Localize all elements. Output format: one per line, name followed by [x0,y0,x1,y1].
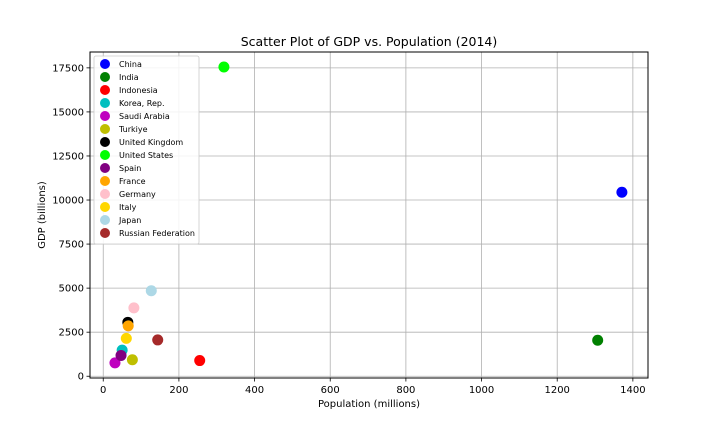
y-tick-label: 2500 [59,328,84,339]
legend-label: Russian Federation [119,229,195,238]
chart-title: Scatter Plot of GDP vs. Population (2014… [241,34,498,49]
legend-marker [100,189,110,199]
legend-label: Saudi Arabia [119,112,170,121]
y-tick-label: 17500 [52,63,84,74]
legend-marker [100,124,110,134]
y-tick-label: 5000 [59,284,84,295]
x-tick-label: 600 [321,385,340,396]
legend-marker [100,137,110,147]
legend-label: Japan [118,216,141,225]
x-axis-ticks: 0 200 400 600 800 1000 1200 1400 [100,378,646,396]
legend-label: Italy [119,203,137,212]
legend-label: Turkiye [118,125,148,134]
y-tick-label: 12500 [52,151,84,162]
legend-marker [100,150,110,160]
data-point [616,186,628,198]
x-tick-label: 400 [245,385,264,396]
data-point [152,334,164,346]
legend-marker [100,163,110,173]
legend-label: China [119,60,142,69]
legend-label: Korea, Rep. [119,99,165,108]
x-tick-label: 1400 [620,385,645,396]
legend-label: Indonesia [119,86,158,95]
data-point [145,285,157,297]
data-point [122,320,134,332]
data-point [592,334,604,346]
legend-marker [100,98,110,108]
x-tick-label: 0 [100,385,106,396]
y-tick-label: 10000 [52,196,84,207]
x-tick-label: 1000 [469,385,494,396]
legend-label: Germany [119,190,156,199]
y-axis-ticks: 0 2500 5000 7500 10000 12500 15000 17500 [52,63,90,383]
legend-marker [100,228,110,238]
x-tick-label: 200 [169,385,188,396]
legend-box [93,55,200,245]
legend-marker [100,85,110,95]
legend-label: France [119,177,146,186]
legend-marker [100,215,110,225]
data-point [128,302,140,314]
x-tick-label: 1200 [544,385,569,396]
y-axis-label: GDP (billions) [37,181,48,249]
data-point [194,355,206,367]
data-point [120,332,132,344]
legend-label: United States [119,151,173,160]
legend: China India Indonesia Korea, Rep. Saudi Arab… [93,55,200,245]
legend-label: United Kingdom [119,138,183,147]
y-tick-label: 7500 [59,240,84,251]
legend-marker [100,111,110,121]
x-tick-label: 800 [396,385,415,396]
plot-frame [89,51,649,379]
data-point [218,61,230,73]
data-point [126,354,138,366]
y-tick-label: 0 [78,372,84,383]
data-point [115,349,127,361]
data-points [109,61,628,369]
legend-marker [100,72,110,82]
legend-label: Spain [119,164,141,173]
legend-marker [100,176,110,186]
legend-marker [100,59,110,69]
y-tick-label: 15000 [52,107,84,118]
legend-label: India [119,73,139,82]
legend-marker [100,202,110,212]
x-axis-label: Population (millions) [318,399,420,410]
data-point [109,357,121,369]
